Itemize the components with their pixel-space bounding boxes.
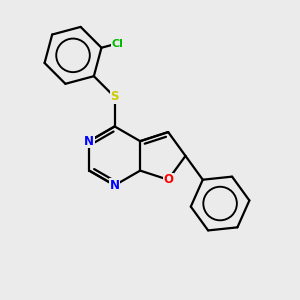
Text: N: N (110, 179, 120, 192)
Text: Cl: Cl (111, 38, 123, 49)
Text: O: O (163, 173, 173, 186)
Text: N: N (84, 135, 94, 148)
Text: S: S (110, 91, 119, 103)
